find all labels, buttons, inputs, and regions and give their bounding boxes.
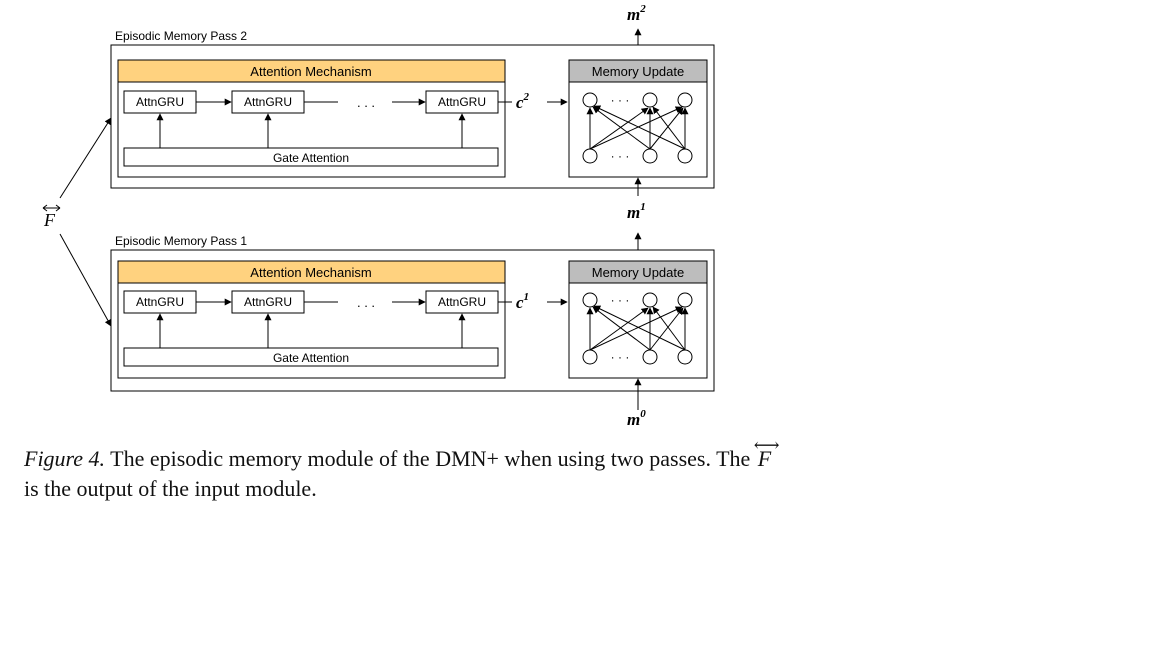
figure-caption: Figure 4. The episodic memory module of …: [24, 435, 784, 504]
episodic-memory-pass-1: Episodic Memory Pass 1 Attention Mechani…: [110, 177, 715, 410]
node-top: [677, 292, 693, 308]
attention-mechanism-header: [117, 260, 506, 284]
gate-attention-label: Gate Attention: [273, 351, 349, 365]
node-bottom: [582, 349, 598, 365]
attn-gru-label: AttnGRU: [244, 95, 292, 109]
node-ellipsis: · · ·: [611, 149, 630, 163]
node-bottom: [642, 148, 658, 164]
context-vector-label: c2: [516, 91, 530, 112]
gate-attention-label: Gate Attention: [273, 151, 349, 165]
memory-state-m1: m1: [627, 201, 646, 222]
gate-attention-box: [123, 347, 499, 367]
memory-state-m2: m2: [627, 3, 646, 24]
attn-gru-label: AttnGRU: [136, 95, 184, 109]
node-ellipsis: · · ·: [611, 293, 630, 307]
attn-gru-label: AttnGRU: [136, 295, 184, 309]
node-bottom: [642, 349, 658, 365]
node-ellipsis: · · ·: [611, 93, 630, 107]
bidirectional-arrow-icon: ⟷: [753, 435, 780, 455]
node-top: [677, 92, 693, 108]
input-to-pass-2-arrow: [59, 117, 112, 199]
bidirectional-arrow-icon: [42, 204, 61, 212]
context-vector-label: c1: [516, 291, 529, 312]
pass-2-label: Episodic Memory Pass 2: [115, 29, 247, 43]
attn-gru-label: AttnGRU: [244, 295, 292, 309]
network-edges: [586, 305, 689, 351]
attention-mechanism-title: Attention Mechanism: [250, 265, 371, 280]
node-top: [642, 292, 658, 308]
caption-text-part2: is the output of the input module.: [24, 476, 317, 501]
attn-gru-label: AttnGRU: [438, 95, 486, 109]
figure-label: Figure 4.: [24, 446, 106, 471]
pass-2-frame: [110, 44, 715, 189]
attention-mechanism-header: [117, 59, 506, 83]
caption-symbol: ⟷ F: [754, 435, 780, 474]
attention-mechanism-title: Attention Mechanism: [250, 64, 371, 79]
node-bottom: [677, 148, 693, 164]
episodic-memory-pass-2: Episodic Memory Pass 2 Attention Mechani…: [110, 28, 715, 189]
node-ellipsis: · · ·: [611, 350, 630, 364]
node-bottom: [582, 148, 598, 164]
memory-state-m0: m0: [627, 408, 646, 429]
gate-attention-box: [123, 147, 499, 167]
node-top: [642, 92, 658, 108]
memory-update-title: Memory Update: [592, 64, 684, 79]
gru-ellipsis: . . .: [357, 295, 375, 310]
memory-update-title: Memory Update: [592, 265, 684, 280]
attn-gru-label: AttnGRU: [438, 295, 486, 309]
input-facts-label: F: [43, 210, 56, 230]
memory-update-header: [568, 260, 708, 284]
network-edges: [586, 105, 689, 150]
caption-symbol-letter: F: [757, 446, 772, 471]
node-top: [582, 92, 598, 108]
input-to-pass-1-arrow: [59, 233, 112, 327]
caption-text-part1: The episodic memory module of the DMN+ w…: [105, 446, 756, 471]
memory-update-header: [568, 59, 708, 83]
node-top: [582, 292, 598, 308]
node-bottom: [677, 349, 693, 365]
pass-1-label: Episodic Memory Pass 1: [115, 234, 247, 248]
gru-ellipsis: . . .: [357, 95, 375, 110]
input-facts-symbol: F: [42, 204, 61, 230]
